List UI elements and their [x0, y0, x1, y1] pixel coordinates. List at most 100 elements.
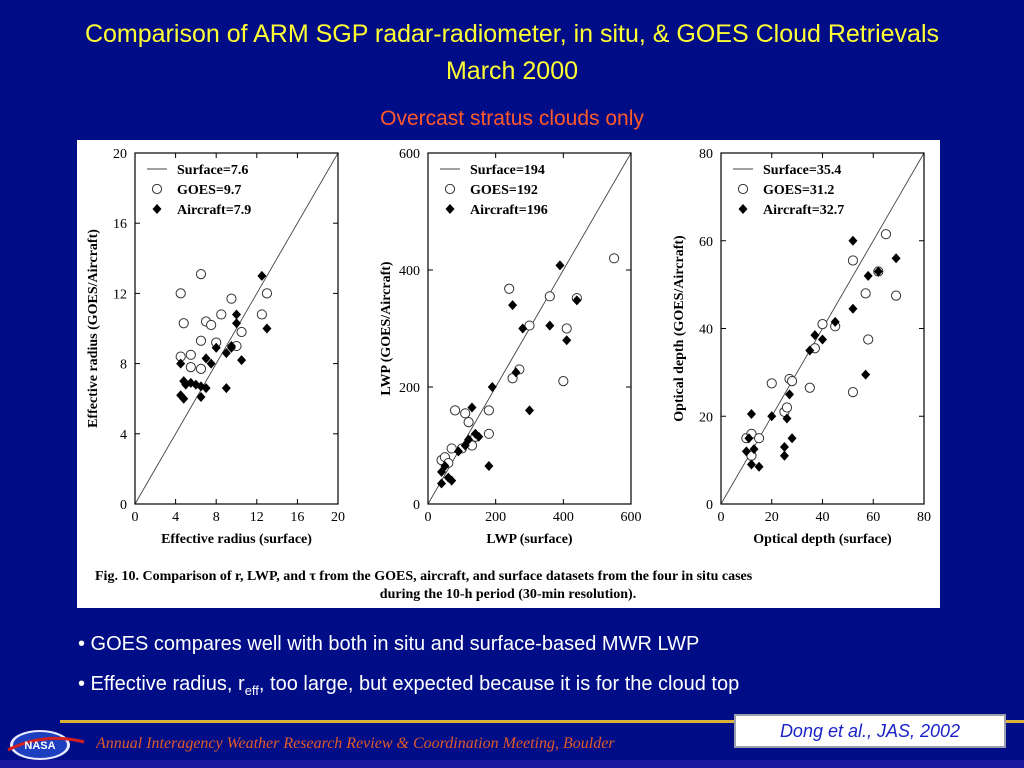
x-tick-label: 20 — [331, 510, 345, 525]
aircraft-point — [221, 348, 231, 359]
x-tick-label: 0 — [718, 510, 725, 525]
aircraft-point — [232, 309, 241, 320]
x-tick-label: 8 — [213, 510, 220, 525]
aircraft-point — [861, 369, 871, 380]
goes-point — [890, 290, 902, 301]
x-tick-label: 200 — [485, 510, 506, 525]
aircraft-point — [818, 334, 827, 345]
slide-subtitle: Overcast stratus clouds only — [380, 107, 644, 130]
aircraft-point — [262, 323, 272, 334]
goes-point — [463, 417, 474, 428]
legend-entry: Surface=35.4 — [763, 163, 841, 178]
goes-point — [804, 382, 815, 393]
goes-point — [449, 405, 461, 416]
goes-point — [178, 318, 189, 329]
aircraft-point — [572, 295, 582, 306]
goes-point — [206, 319, 217, 331]
aircraft-point — [443, 472, 453, 483]
legend-entry: Aircraft=196 — [470, 203, 548, 218]
bullet-goes-lwp: • GOES compares well with both in situ a… — [78, 633, 700, 655]
x-axis-label: LWP (surface) — [486, 532, 573, 547]
y-tick-label: 20 — [113, 147, 127, 162]
y-tick-label: 20 — [699, 410, 713, 425]
bullet2-text-post: , too large, but expected because it is … — [258, 673, 740, 695]
aircraft-point — [782, 413, 792, 424]
aircraft-point — [779, 450, 789, 461]
one-to-one-line-1 — [134, 152, 339, 505]
x-tick-label: 80 — [917, 510, 931, 525]
y-tick-label: 600 — [399, 147, 420, 162]
aircraft-point — [830, 316, 840, 327]
goes-point — [880, 229, 892, 240]
goes-point — [786, 376, 798, 387]
goes-point — [781, 402, 793, 413]
goes-point — [483, 428, 494, 439]
footer-meeting-text: Annual Interagency Weather Research Revi… — [96, 735, 615, 752]
aircraft-point — [211, 342, 221, 353]
aircraft-point — [467, 402, 477, 413]
goes-point — [185, 362, 196, 373]
aircraft-point — [464, 434, 474, 445]
aircraft-point — [891, 253, 901, 264]
x-axis-label: Optical depth (surface) — [753, 532, 892, 547]
nasa-logo-icon: NASA — [7, 730, 85, 760]
goes-point — [460, 408, 471, 419]
goes-point — [817, 319, 828, 330]
aircraft-point — [201, 383, 211, 394]
legend-entry: Surface=194 — [470, 163, 545, 178]
goes-point — [195, 268, 207, 280]
aircraft-point — [555, 260, 565, 271]
goes-point — [261, 288, 273, 299]
aircraft-point — [511, 367, 521, 378]
y-tick-label: 0 — [706, 498, 713, 513]
aircraft-point — [525, 405, 534, 416]
y-tick-label: 200 — [399, 381, 420, 396]
goes-point — [504, 283, 515, 294]
aircraft-point — [237, 355, 247, 366]
aircraft-point — [746, 459, 756, 470]
goes-point — [185, 349, 196, 360]
bullet2-text-pre: • Effective radius, r — [78, 673, 245, 695]
aircraft-point — [805, 345, 815, 356]
aircraft-point — [176, 358, 186, 369]
x-tick-label: 600 — [621, 510, 642, 525]
aircraft-point — [562, 335, 572, 346]
plot-frame-2 — [427, 152, 632, 505]
aircraft-point — [437, 478, 447, 489]
goes-point — [544, 291, 555, 302]
legend-aircraft-marker — [445, 204, 455, 214]
y-tick-label: 4 — [120, 428, 127, 443]
citation-box: Dong et al., JAS, 2002 — [734, 714, 1006, 748]
aircraft-point — [810, 330, 820, 341]
y-tick-label: 12 — [113, 287, 127, 302]
aircraft-point — [257, 270, 267, 281]
legend-entry: Aircraft=7.9 — [177, 203, 251, 218]
legend-entry: Aircraft=32.7 — [763, 203, 844, 218]
legend-aircraft-marker — [152, 204, 162, 214]
legend-entry: GOES=31.2 — [763, 183, 834, 198]
aircraft-point — [484, 460, 494, 471]
aircraft-point — [201, 353, 211, 364]
legend-aircraft-marker — [738, 204, 748, 214]
goes-point — [216, 309, 227, 320]
goes-point — [863, 334, 874, 345]
aircraft-point — [196, 391, 206, 402]
goes-point — [175, 288, 186, 299]
x-axis-label: Effective radius (surface) — [161, 532, 312, 547]
goes-point — [766, 378, 777, 389]
aircraft-point — [744, 433, 754, 444]
y-tick-label: 16 — [113, 217, 127, 232]
nasa-logo-wordmark: NASA — [24, 740, 55, 752]
y-tick-label: 40 — [699, 323, 713, 338]
x-tick-label: 12 — [250, 510, 264, 525]
legend-entry: GOES=192 — [470, 183, 538, 198]
x-tick-label: 20 — [765, 510, 779, 525]
legend-goes-marker — [151, 183, 163, 195]
aircraft-point — [848, 303, 858, 314]
goes-point — [558, 376, 569, 387]
slide-title-line2: March 2000 — [445, 57, 579, 85]
goes-point — [195, 335, 207, 346]
legend-goes-marker — [444, 183, 456, 195]
slide-title-line1: Comparison of ARM SGP radar-radiometer, … — [84, 20, 940, 48]
